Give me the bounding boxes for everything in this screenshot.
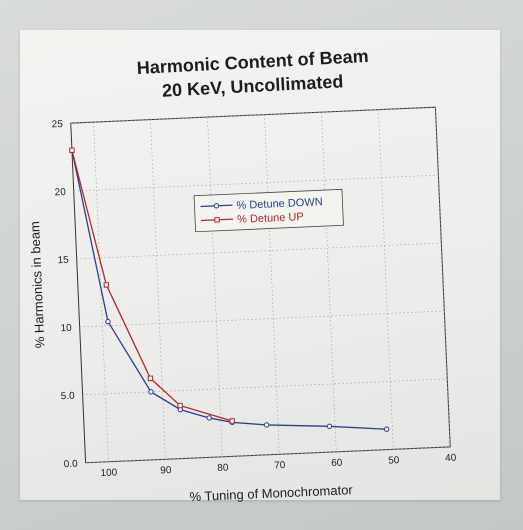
x-gridline bbox=[150, 119, 166, 460]
y-tick-label: 25 bbox=[51, 119, 63, 130]
data-point bbox=[69, 147, 75, 154]
x-gridline bbox=[207, 117, 223, 457]
y-tick-label: 15 bbox=[57, 255, 69, 266]
y-tick-label: 5.0 bbox=[61, 391, 76, 403]
y-tick-label: 10 bbox=[60, 323, 72, 334]
data-point bbox=[326, 423, 333, 429]
data-point bbox=[105, 318, 111, 325]
chart-subtitle: 20 KeV, Uncollimated bbox=[162, 71, 344, 100]
x-tick-label: 100 bbox=[100, 467, 118, 479]
series-line bbox=[71, 150, 233, 422]
x-tick-label: 40 bbox=[445, 453, 457, 464]
data-point bbox=[147, 375, 154, 382]
y-gridline bbox=[85, 446, 451, 464]
x-gridline bbox=[321, 112, 337, 452]
y-tick-label: 0.0 bbox=[64, 459, 79, 471]
legend-marker bbox=[214, 216, 220, 223]
data-point bbox=[206, 415, 212, 421]
series-line bbox=[71, 150, 387, 430]
x-tick-label: 60 bbox=[331, 458, 343, 469]
y-tick-label: 20 bbox=[54, 187, 66, 198]
x-gridline bbox=[378, 109, 394, 450]
data-point bbox=[383, 426, 390, 432]
y-gridline bbox=[70, 106, 436, 124]
x-gridline bbox=[264, 114, 280, 455]
data-point bbox=[148, 389, 154, 395]
legend-label: % Detune UP bbox=[237, 211, 304, 226]
plot-frame bbox=[70, 106, 451, 464]
x-gridline bbox=[93, 122, 109, 462]
data-point bbox=[229, 418, 236, 424]
legend-label: % Detune DOWN bbox=[236, 196, 323, 212]
y-gridline bbox=[76, 242, 442, 260]
data-point bbox=[263, 422, 270, 428]
y-gridline bbox=[82, 378, 448, 396]
x-tick-label: 80 bbox=[217, 463, 229, 474]
x-tick-label: 90 bbox=[160, 465, 172, 476]
y-gridline bbox=[79, 310, 445, 328]
y-gridline bbox=[73, 174, 439, 192]
x-axis-label: % Tuning of Monochromator bbox=[189, 482, 353, 504]
x-tick-label: 50 bbox=[388, 455, 400, 466]
legend-marker bbox=[213, 203, 220, 209]
data-point bbox=[177, 402, 183, 409]
legend-box bbox=[193, 188, 344, 233]
data-point bbox=[103, 282, 110, 288]
x-gridline bbox=[435, 107, 451, 447]
y-axis-label: % Harmonics in beam bbox=[27, 221, 48, 349]
x-tick-label: 70 bbox=[274, 460, 286, 471]
